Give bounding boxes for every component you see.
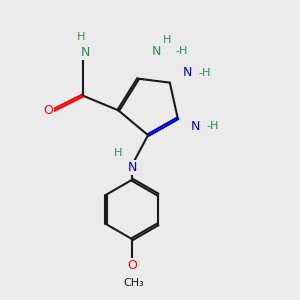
Text: H: H — [76, 32, 85, 42]
Text: N: N — [183, 66, 192, 79]
Text: -H: -H — [206, 121, 219, 131]
Text: -H: -H — [176, 46, 188, 56]
Text: -H: -H — [198, 68, 211, 78]
Text: O: O — [43, 104, 53, 117]
Text: H: H — [163, 35, 171, 45]
Text: N: N — [191, 120, 200, 133]
Text: N: N — [151, 45, 160, 58]
Text: N: N — [81, 46, 90, 59]
Text: N: N — [128, 161, 137, 174]
Text: CH₃: CH₃ — [124, 278, 145, 288]
Text: O: O — [127, 260, 137, 272]
Text: H: H — [114, 148, 122, 158]
